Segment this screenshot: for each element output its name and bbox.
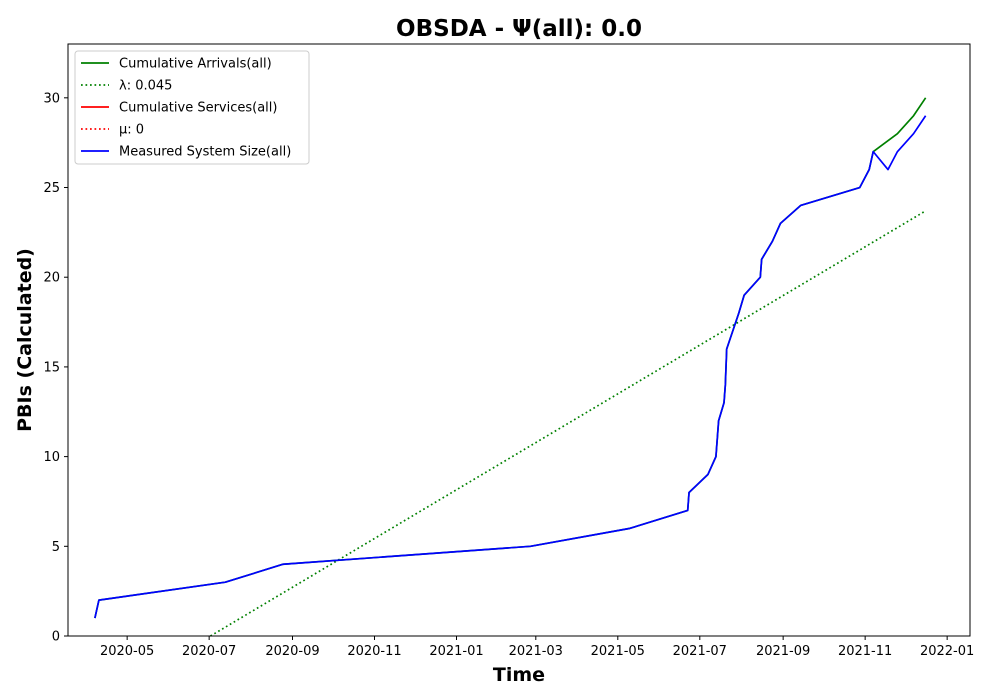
plot-frame bbox=[67, 43, 971, 637]
legend: Cumulative Arrivals(all) λ: 0.045 Cumulati… bbox=[74, 50, 310, 165]
legend-label: Cumulative Services(all) bbox=[119, 101, 277, 116]
y-axis-ticks: 0 5 10 15 20 25 30 bbox=[43, 91, 68, 645]
x-tick-label: 2022-01 bbox=[920, 644, 974, 659]
x-tick-label: 2021-01 bbox=[429, 644, 483, 659]
x-tick-label: 2020-11 bbox=[347, 644, 401, 659]
legend-label: Measured System Size(all) bbox=[119, 145, 291, 160]
y-axis-label: PBIs (Calculated) bbox=[14, 248, 36, 432]
legend-label: Cumulative Arrivals(all) bbox=[119, 57, 272, 72]
y-tick-label: 10 bbox=[43, 450, 60, 465]
x-tick-label: 2020-05 bbox=[100, 644, 154, 659]
y-tick-label: 15 bbox=[43, 360, 60, 375]
y-tick-label: 5 bbox=[52, 540, 60, 555]
x-tick-label: 2021-03 bbox=[509, 644, 563, 659]
x-tick-label: 2021-11 bbox=[838, 644, 892, 659]
legend-label: λ: 0.045 bbox=[119, 79, 172, 94]
series-line-0 bbox=[94, 97, 927, 619]
x-axis-label: Time bbox=[493, 664, 545, 686]
legend-box bbox=[74, 50, 310, 165]
y-tick-label: 25 bbox=[43, 181, 60, 196]
plot-lines bbox=[94, 97, 927, 637]
series-line-4 bbox=[94, 115, 927, 619]
x-tick-label: 2020-07 bbox=[182, 644, 236, 659]
y-tick-label: 0 bbox=[52, 630, 60, 645]
x-tick-label: 2021-05 bbox=[591, 644, 645, 659]
x-tick-label: 2020-09 bbox=[265, 644, 319, 659]
x-tick-label: 2021-09 bbox=[756, 644, 810, 659]
x-tick-label: 2021-07 bbox=[673, 644, 727, 659]
x-axis-ticks: 2020-05 2020-07 2020-09 2020-11 2021-01 2021-… bbox=[100, 636, 974, 659]
legend-label: μ: 0 bbox=[119, 123, 144, 138]
chart-title: OBSDA - Ψ(all): 0.0 bbox=[396, 16, 642, 42]
y-tick-label: 20 bbox=[43, 271, 60, 286]
y-tick-label: 30 bbox=[43, 91, 60, 106]
series-line-1 bbox=[210, 210, 927, 637]
